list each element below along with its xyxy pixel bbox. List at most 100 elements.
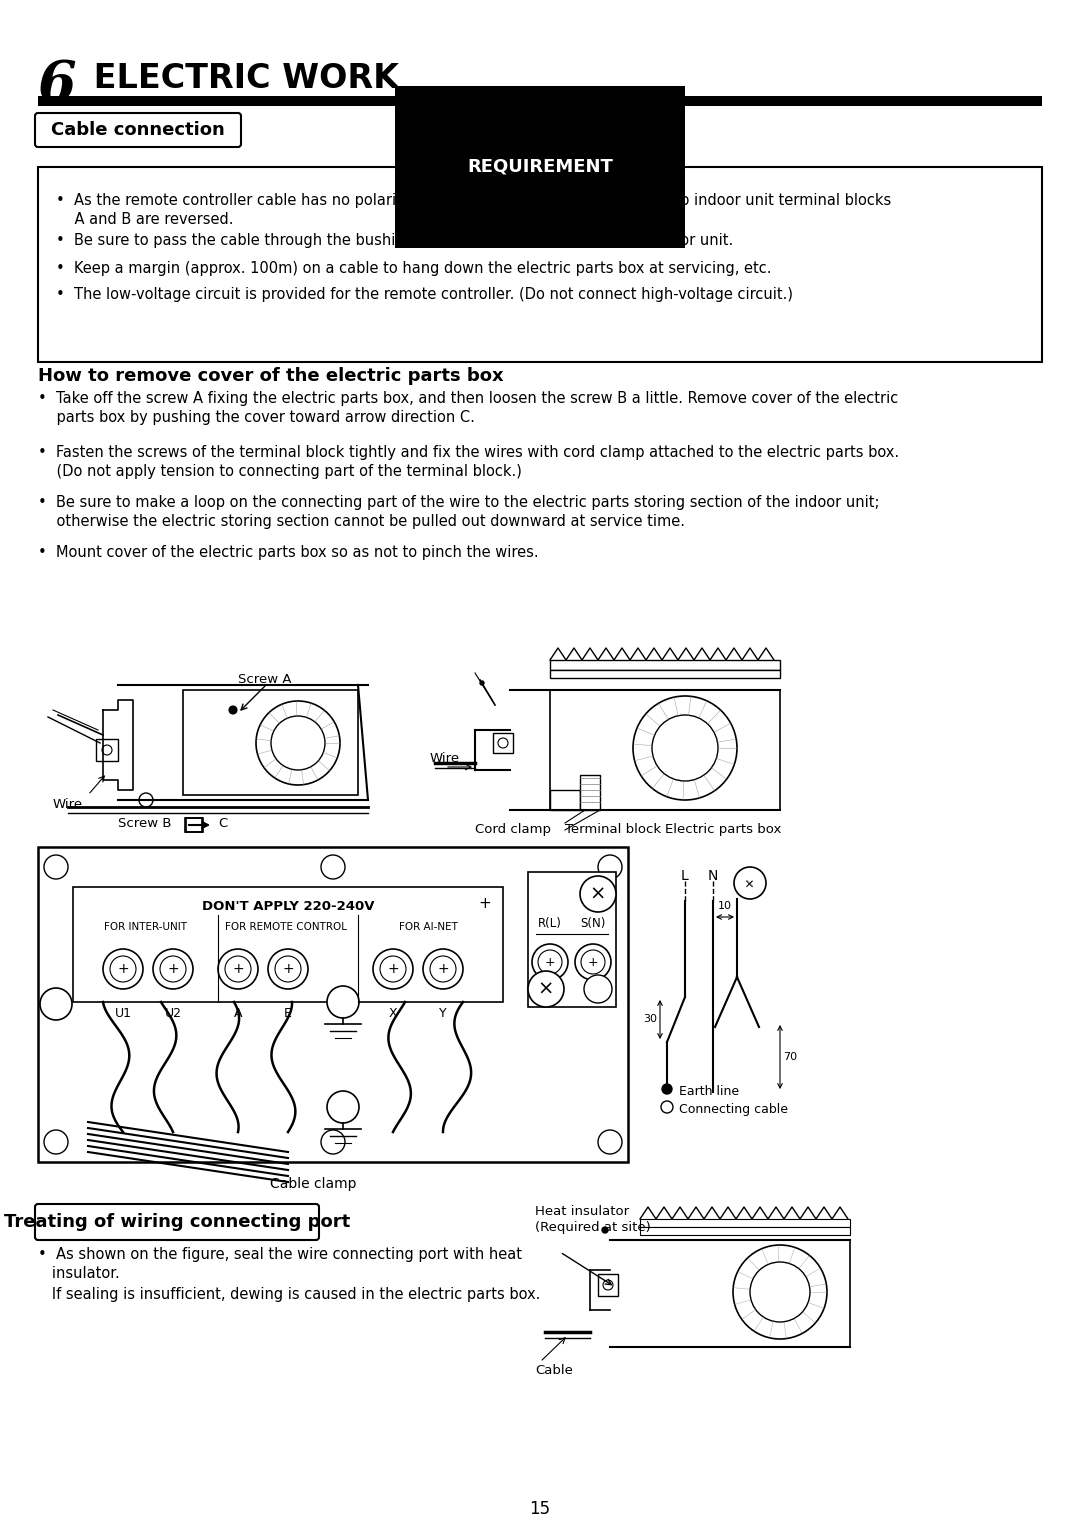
Circle shape	[44, 856, 68, 878]
Text: +: +	[167, 962, 179, 976]
Bar	[580, 775, 600, 810]
Circle shape	[380, 956, 406, 982]
Text: REQUIREMENT: REQUIREMENT	[467, 159, 613, 175]
Bar	[38, 168, 1042, 361]
Circle shape	[633, 695, 737, 801]
Circle shape	[327, 987, 359, 1019]
Text: 30: 30	[643, 1014, 657, 1023]
Circle shape	[598, 1130, 622, 1154]
Text: If sealing is insufficient, dewing is caused in the electric parts box.: If sealing is insufficient, dewing is ca…	[38, 1287, 540, 1302]
Text: +: +	[232, 962, 244, 976]
Text: +: +	[118, 962, 129, 976]
Text: FOR INTER-UNIT: FOR INTER-UNIT	[104, 923, 187, 932]
Text: Cord clamp: Cord clamp	[475, 824, 551, 836]
Circle shape	[44, 1130, 68, 1154]
Text: S(N): S(N)	[580, 918, 606, 930]
Text: Wire: Wire	[53, 798, 83, 811]
Circle shape	[430, 956, 456, 982]
Bar	[550, 669, 780, 679]
Circle shape	[153, 949, 193, 990]
Text: 70: 70	[783, 1052, 797, 1061]
Text: X: X	[389, 1006, 397, 1020]
Bar	[640, 1218, 850, 1228]
Bar	[492, 734, 513, 753]
Text: •  As the remote controller cable has no polarity, there is no problem if connec: • As the remote controller cable has no …	[56, 194, 891, 227]
Bar	[185, 817, 203, 833]
Circle shape	[538, 950, 562, 974]
Circle shape	[603, 1279, 613, 1290]
Circle shape	[40, 988, 72, 1020]
Text: +: +	[588, 956, 598, 968]
Text: A: A	[233, 1006, 242, 1020]
Text: R(L): R(L)	[538, 918, 562, 930]
Bar	[598, 1273, 618, 1296]
Text: REQUIREMENT: REQUIREMENT	[467, 159, 613, 175]
Text: 15: 15	[529, 1501, 551, 1517]
Text: Cable connection: Cable connection	[51, 120, 225, 139]
Text: •  Take off the screw A fixing the electric parts box, and then loosen the screw: • Take off the screw A fixing the electr…	[38, 390, 899, 425]
Circle shape	[139, 793, 153, 807]
Circle shape	[225, 956, 251, 982]
Bar	[550, 790, 580, 810]
Text: Heat insulator
(Required at site): Heat insulator (Required at site)	[535, 1205, 651, 1234]
FancyBboxPatch shape	[35, 1205, 319, 1240]
Bar	[183, 689, 357, 795]
Circle shape	[268, 949, 308, 990]
Bar	[73, 888, 503, 1002]
Text: FOR REMOTE CONTROL: FOR REMOTE CONTROL	[225, 923, 347, 932]
Bar	[38, 846, 627, 1162]
Text: How to remove cover of the electric parts box: How to remove cover of the electric part…	[38, 368, 503, 384]
Text: Cable: Cable	[535, 1363, 572, 1377]
Circle shape	[160, 956, 186, 982]
Text: C: C	[218, 817, 227, 830]
Bar	[435, 156, 645, 178]
Text: ×: ×	[590, 884, 606, 903]
FancyBboxPatch shape	[35, 113, 241, 146]
Bar	[96, 740, 118, 761]
Circle shape	[498, 738, 508, 747]
Bar	[550, 660, 780, 669]
Circle shape	[423, 949, 463, 990]
Bar	[640, 1228, 850, 1235]
Text: Earth line: Earth line	[679, 1084, 739, 1098]
Text: ×: ×	[538, 979, 554, 999]
Text: •  Be sure to make a loop on the connecting part of the wire to the electric par: • Be sure to make a loop on the connecti…	[38, 496, 879, 529]
Circle shape	[229, 706, 237, 714]
Text: •  Fasten the screws of the terminal block tightly and fix the wires with cord c: • Fasten the screws of the terminal bloc…	[38, 445, 900, 479]
Text: Connecting cable: Connecting cable	[679, 1103, 788, 1116]
Circle shape	[256, 702, 340, 785]
Circle shape	[662, 1084, 672, 1093]
Text: +: +	[741, 874, 759, 892]
Text: +: +	[282, 962, 294, 976]
Circle shape	[733, 1244, 827, 1339]
Text: +: +	[544, 956, 555, 968]
Circle shape	[584, 974, 612, 1003]
Text: Screw B: Screw B	[118, 817, 172, 830]
Text: L: L	[681, 869, 689, 883]
Circle shape	[275, 956, 301, 982]
Text: ELECTRIC WORK: ELECTRIC WORK	[82, 63, 399, 95]
Text: •  Be sure to pass the cable through the bushing of cable connection port of the: • Be sure to pass the cable through the …	[56, 233, 733, 249]
Circle shape	[575, 944, 611, 981]
Bar	[38, 96, 1042, 107]
Bar	[528, 872, 616, 1007]
Circle shape	[271, 717, 325, 770]
Circle shape	[102, 746, 112, 755]
Text: DON'T APPLY 220-240V: DON'T APPLY 220-240V	[202, 900, 375, 913]
Text: E: E	[284, 1006, 292, 1020]
Circle shape	[661, 1101, 673, 1113]
Text: U1: U1	[114, 1006, 132, 1020]
Circle shape	[321, 1130, 345, 1154]
Circle shape	[480, 682, 484, 685]
Text: U2: U2	[164, 1006, 181, 1020]
Text: Cable clamp: Cable clamp	[270, 1177, 356, 1191]
Circle shape	[321, 856, 345, 878]
Circle shape	[581, 950, 605, 974]
Text: •  The low-voltage circuit is provided for the remote controller. (Do not connec: • The low-voltage circuit is provided fo…	[56, 287, 793, 302]
Text: +: +	[437, 962, 449, 976]
Text: •  Mount cover of the electric parts box so as not to pinch the wires.: • Mount cover of the electric parts box …	[38, 544, 539, 560]
Circle shape	[580, 875, 616, 912]
Circle shape	[734, 868, 766, 900]
Circle shape	[103, 949, 143, 990]
Circle shape	[602, 1228, 608, 1234]
